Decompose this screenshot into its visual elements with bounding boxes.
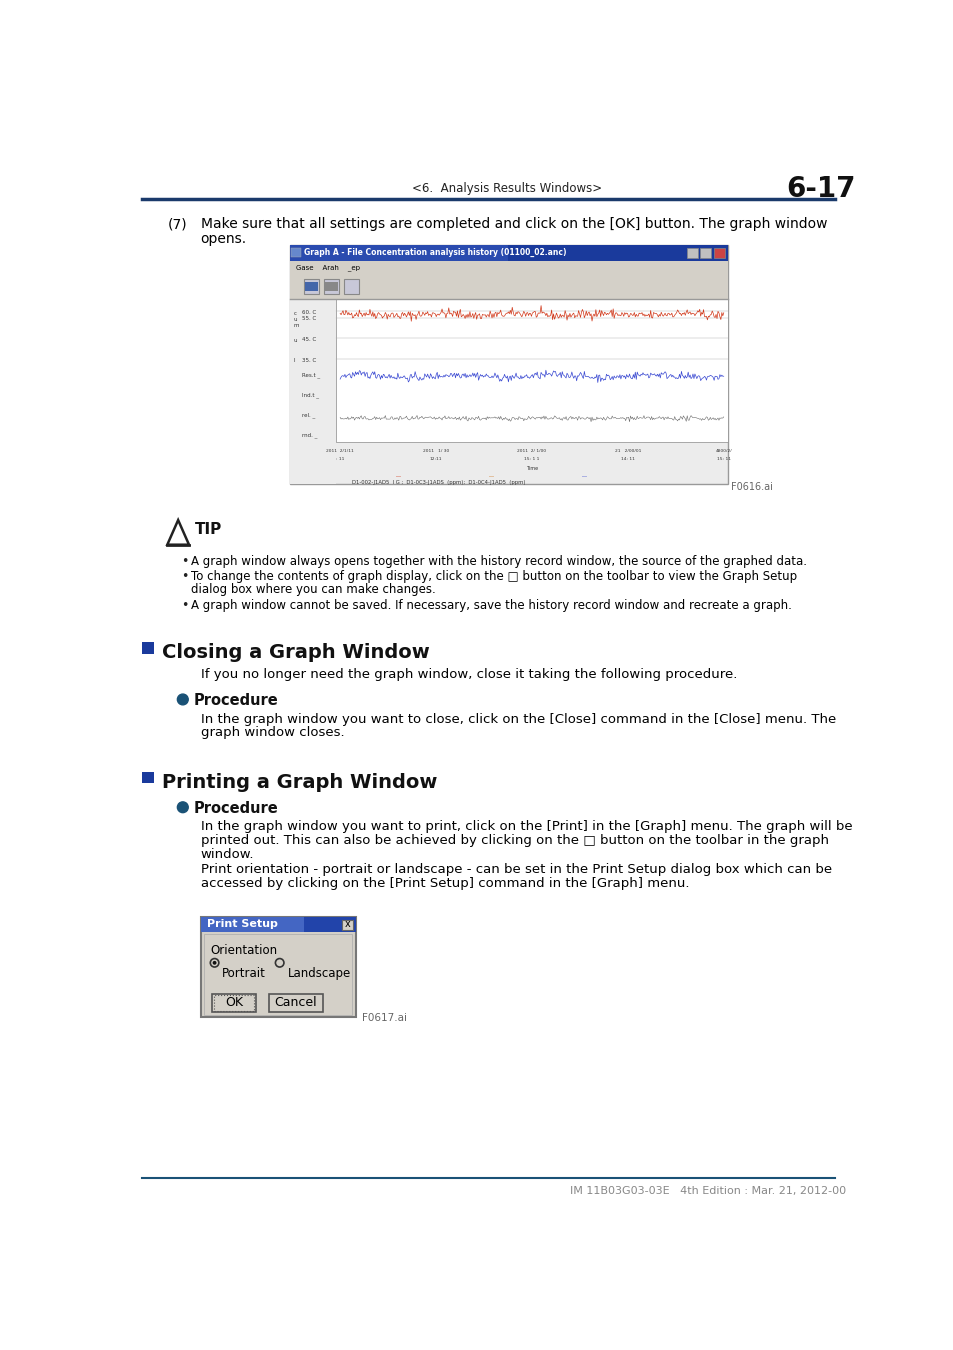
FancyBboxPatch shape	[335, 300, 727, 441]
Text: Print Setup: Print Setup	[207, 919, 277, 929]
FancyBboxPatch shape	[290, 246, 727, 483]
Text: 15: 1 1: 15: 1 1	[524, 456, 539, 460]
Text: 2011   1/ 30: 2011 1/ 30	[422, 450, 449, 454]
Text: 60. C: 60. C	[302, 310, 316, 315]
FancyBboxPatch shape	[269, 994, 323, 1012]
Circle shape	[177, 694, 188, 705]
Text: A graph window always opens together with the history record window, the source : A graph window always opens together wit…	[191, 555, 805, 568]
Text: Portrait: Portrait	[222, 968, 266, 980]
Text: Print orientation - portrait or landscape - can be set in the Print Setup dialog: Print orientation - portrait or landscap…	[200, 863, 831, 876]
Text: Graph A - File Concentration analysis history (01100_02.anc): Graph A - File Concentration analysis hi…	[303, 248, 566, 258]
FancyBboxPatch shape	[290, 274, 727, 300]
Text: D1-002-J1AD5  I G ;  D1-0C3-J1ADS  (ppm);  D1-0C4-J1AD5  (ppm): D1-002-J1AD5 I G ; D1-0C3-J1ADS (ppm); D…	[352, 481, 525, 485]
Circle shape	[213, 961, 216, 965]
Text: 15: 11: 15: 11	[716, 456, 730, 460]
Text: 2011  2/ 1/00: 2011 2/ 1/00	[517, 450, 546, 454]
FancyBboxPatch shape	[290, 300, 335, 483]
FancyBboxPatch shape	[200, 917, 355, 932]
Text: 4800/2/: 4800/2/	[715, 450, 731, 454]
FancyBboxPatch shape	[341, 919, 353, 930]
Circle shape	[177, 802, 188, 813]
Text: window.: window.	[200, 848, 253, 861]
Text: In the graph window you want to print, click on the [Print] in the [Graph] menu.: In the graph window you want to print, c…	[200, 821, 851, 833]
Text: F0617.ai: F0617.ai	[361, 1012, 406, 1023]
Text: Landscape: Landscape	[287, 968, 351, 980]
Text: 21   2/00/01: 21 2/00/01	[614, 450, 640, 454]
Text: ---: ---	[488, 474, 494, 479]
Text: dialog box where you can make changes.: dialog box where you can make changes.	[191, 583, 435, 597]
Text: Gase    Arah    _ep: Gase Arah _ep	[295, 265, 359, 271]
Text: m: m	[294, 323, 299, 328]
FancyBboxPatch shape	[200, 917, 303, 932]
Text: Printing a Graph Window: Printing a Graph Window	[162, 772, 436, 791]
Text: accessed by clicking on the [Print Setup] command in the [Graph] menu.: accessed by clicking on the [Print Setup…	[200, 876, 688, 890]
Text: x: x	[344, 919, 350, 929]
Text: <6.  Analysis Results Windows>: <6. Analysis Results Windows>	[412, 182, 601, 196]
Text: graph window closes.: graph window closes.	[200, 726, 344, 740]
Text: Closing a Graph Window: Closing a Graph Window	[162, 643, 429, 663]
Text: •: •	[181, 555, 189, 568]
Text: Procedure: Procedure	[193, 801, 278, 817]
FancyBboxPatch shape	[200, 917, 355, 1017]
Text: 12:11: 12:11	[430, 456, 442, 460]
Text: To change the contents of graph display, click on the □ button on the toolbar to: To change the contents of graph display,…	[191, 570, 796, 583]
Text: Cancel: Cancel	[274, 996, 317, 1010]
Text: Procedure: Procedure	[193, 694, 278, 709]
Text: 14: 11: 14: 11	[620, 456, 634, 460]
FancyBboxPatch shape	[305, 282, 317, 292]
FancyBboxPatch shape	[344, 279, 359, 294]
Text: If you no longer need the graph window, close it taking the following procedure.: If you no longer need the graph window, …	[200, 668, 737, 680]
Text: : 11: : 11	[335, 456, 344, 460]
Text: Orientation: Orientation	[210, 944, 276, 957]
Text: rel. _: rel. _	[302, 412, 315, 418]
Text: ---: ---	[395, 474, 401, 479]
Text: OK: OK	[225, 996, 243, 1010]
Text: 55. C: 55. C	[302, 316, 316, 321]
Text: •: •	[181, 570, 189, 583]
FancyBboxPatch shape	[290, 261, 727, 274]
Text: 2011  2/1/11: 2011 2/1/11	[326, 450, 354, 454]
Text: TIP: TIP	[195, 521, 222, 536]
Text: F0616.ai: F0616.ai	[731, 482, 773, 491]
Text: Time: Time	[525, 466, 537, 471]
Text: IM 11B03G03-03E   4th Edition : Mar. 21, 2012-00: IM 11B03G03-03E 4th Edition : Mar. 21, 2…	[570, 1187, 845, 1196]
Text: Res.t _: Res.t _	[302, 373, 320, 378]
Text: rnd. _: rnd. _	[302, 432, 317, 437]
FancyBboxPatch shape	[142, 772, 154, 783]
FancyBboxPatch shape	[291, 248, 300, 258]
FancyBboxPatch shape	[290, 246, 727, 261]
Text: u: u	[294, 338, 296, 343]
Text: c: c	[294, 310, 296, 316]
Text: printed out. This can also be achieved by clicking on the □ button on the toolba: printed out. This can also be achieved b…	[200, 834, 828, 848]
FancyBboxPatch shape	[686, 248, 698, 258]
FancyBboxPatch shape	[323, 279, 339, 294]
FancyBboxPatch shape	[699, 248, 710, 258]
Text: A graph window cannot be saved. If necessary, save the history record window and: A graph window cannot be saved. If neces…	[191, 599, 791, 613]
Text: •: •	[181, 599, 189, 613]
FancyBboxPatch shape	[290, 246, 508, 261]
Text: Ind.t _: Ind.t _	[302, 393, 319, 398]
Text: (7): (7)	[167, 217, 187, 231]
Text: u: u	[294, 317, 296, 321]
FancyBboxPatch shape	[325, 282, 337, 292]
Text: In the graph window you want to close, click on the [Close] command in the [Clos: In the graph window you want to close, c…	[200, 713, 835, 725]
Text: 35. C: 35. C	[302, 358, 316, 363]
Text: ---: ---	[580, 474, 587, 479]
FancyBboxPatch shape	[303, 279, 319, 294]
Text: opens.: opens.	[200, 232, 247, 246]
Text: 6-17: 6-17	[785, 176, 855, 202]
FancyBboxPatch shape	[713, 248, 723, 258]
Text: 45. C: 45. C	[302, 336, 316, 342]
FancyBboxPatch shape	[142, 643, 154, 653]
FancyBboxPatch shape	[204, 934, 352, 1015]
Text: Make sure that all settings are completed and click on the [OK] button. The grap: Make sure that all settings are complete…	[200, 217, 826, 231]
FancyBboxPatch shape	[212, 994, 255, 1012]
